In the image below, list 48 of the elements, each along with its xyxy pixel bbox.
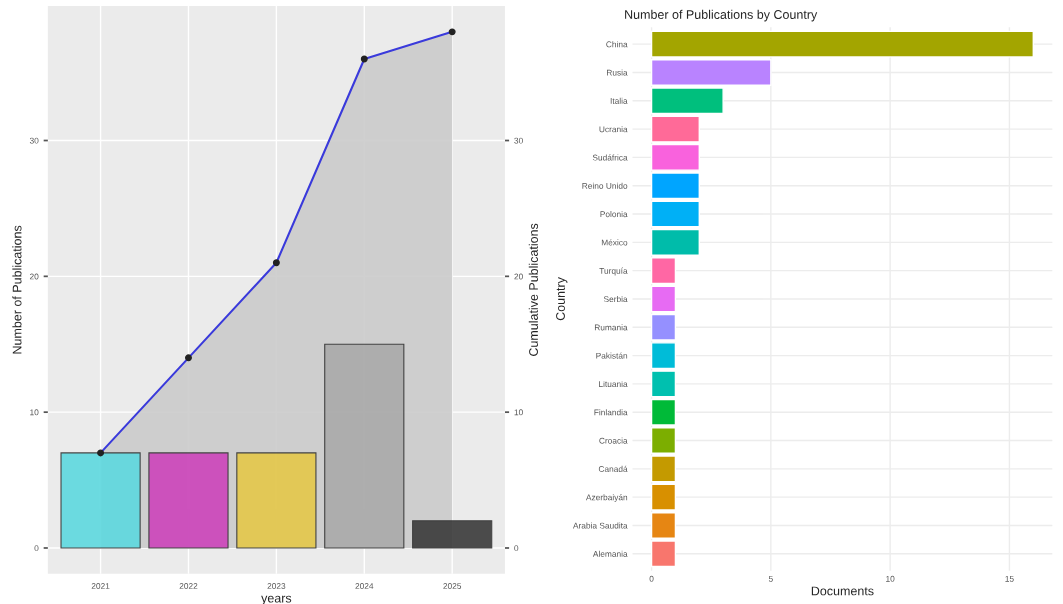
y-tick-label: Azerbaiyán: [585, 494, 628, 502]
y-tick-label: Serbia: [603, 295, 628, 303]
y2-axis-title: Cumulative Publications: [528, 223, 538, 356]
y-axis-title: Country: [556, 277, 568, 321]
y-tick-label: Reino Unido: [582, 182, 628, 189]
y-tick-label: 30: [29, 137, 39, 144]
y-tick-label: Lituania: [599, 380, 628, 388]
y2-tick-label: 10: [514, 409, 523, 416]
x-tick-label: 2023: [267, 583, 286, 589]
y-tick-label: Turquía: [599, 267, 628, 276]
y-tick-label: Canadá: [598, 465, 628, 472]
x-tick-label: 15: [1005, 575, 1014, 582]
y-tick-label: Pakistán: [596, 352, 628, 359]
y-tick-label: México: [601, 239, 628, 246]
x-axis-title: Documents: [811, 586, 874, 596]
y-tick-label: 10: [30, 409, 39, 416]
x-tick-label: 2022: [179, 583, 198, 589]
x-tick-label: 2021: [91, 583, 110, 589]
y-tick-label: Polonia: [600, 211, 628, 218]
y-tick-label: Italia: [610, 97, 628, 104]
bar: [236, 452, 317, 549]
y-tick-label: 0: [34, 545, 39, 552]
y2-tick-label: 30: [514, 137, 523, 144]
y2-tick-label: 20: [514, 273, 523, 280]
y-tick-label: Arabia Saudita: [572, 522, 628, 529]
x-tick-label: 2024: [355, 583, 374, 589]
chart-title: Number of Publications by Country: [625, 9, 818, 22]
bar: [148, 452, 229, 549]
y-tick-label: Finlandia: [594, 409, 628, 416]
y-tick-label: Rumania: [594, 324, 628, 331]
bar: [412, 520, 493, 549]
x-tick-label: 5: [768, 575, 773, 582]
y-tick-label: Sudáfrica: [592, 154, 628, 161]
y2-tick-label: 0: [514, 545, 519, 552]
x-tick-label: 2025: [443, 583, 462, 589]
bar: [650, 200, 700, 228]
y-tick-label: 20: [29, 273, 39, 280]
x-tick-label: 10: [886, 575, 895, 582]
y-tick-label: Ucrania: [599, 126, 628, 133]
bar: [324, 343, 405, 549]
y-tick-label: Alemania: [592, 550, 628, 557]
bar: [60, 452, 141, 549]
y-tick-label: Croacia: [599, 437, 628, 444]
bar: [650, 285, 677, 313]
x-tick-label: 0: [649, 575, 654, 582]
y-tick-label: Rusia: [607, 69, 628, 76]
y-axis-title: Number of Publications: [12, 225, 22, 354]
y-tick-label: China: [606, 41, 628, 48]
